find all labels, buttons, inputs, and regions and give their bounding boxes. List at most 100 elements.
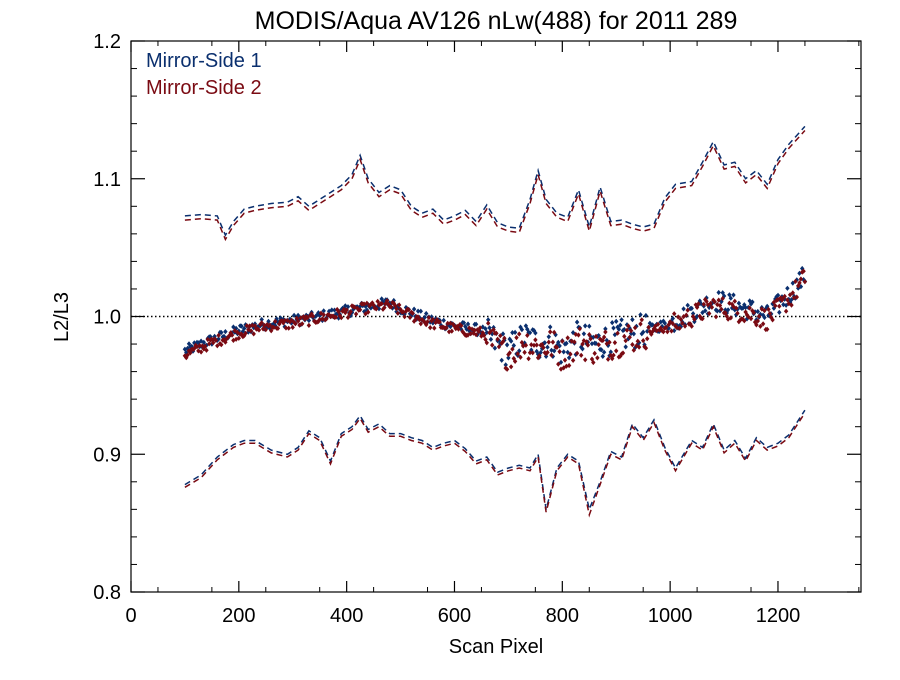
mirror-side-2-point [587, 332, 592, 338]
mirror-side-2-lower-line [184, 412, 806, 518]
mirror-side-2-point [211, 340, 216, 346]
mirror-side-2-point [724, 313, 729, 319]
mirror-side-2-point [231, 337, 236, 343]
mirror-side-1-point [429, 314, 434, 320]
mirror-side-1-point [630, 317, 635, 323]
mirror-side-2-point [531, 342, 537, 348]
mirror-side-2-point [549, 352, 554, 358]
mirror-side-2-point [410, 310, 415, 316]
mirror-side-2-point [632, 325, 638, 331]
mirror-side-2-point [711, 297, 716, 303]
mirror-side-2-point [789, 302, 794, 308]
mirror-side-2-point [596, 342, 601, 348]
mirror-side-1-point [681, 306, 686, 312]
mirror-side-2-point [517, 331, 522, 337]
mirror-side-2-point [649, 331, 654, 337]
mirror-side-1-point [690, 311, 696, 317]
mirror-side-2-point [607, 339, 612, 345]
mirror-side-1-point [618, 322, 623, 328]
mirror-side-1-point [192, 340, 197, 346]
mirror-side-2-point [488, 328, 494, 334]
mirror-side-2-point [529, 342, 534, 348]
mirror-side-2-point [719, 306, 724, 312]
mirror-side-2-point [623, 338, 628, 344]
mirror-side-2-point [250, 322, 255, 328]
mirror-side-1-point [508, 338, 514, 344]
mirror-side-2-point [481, 332, 487, 339]
mirror-side-2-point [646, 324, 651, 330]
mirror-side-2-point [401, 309, 406, 315]
mirror-side-1-point [631, 331, 636, 337]
mirror-side-1-point [492, 345, 498, 351]
mirror-side-2-point [279, 318, 285, 324]
mirror-side-2-point [297, 322, 302, 328]
mirror-side-2-point [692, 316, 697, 322]
mirror-side-2-point [614, 348, 619, 354]
mirror-side-1-point [473, 321, 479, 327]
mirror-side-1-point [233, 325, 239, 331]
mirror-side-2-point [778, 295, 783, 301]
mirror-side-2-point [756, 313, 762, 319]
mirror-side-1-point [628, 330, 634, 337]
mirror-side-2-point [496, 344, 502, 350]
mirror-side-1-point [703, 308, 708, 314]
mirror-side-1-point [604, 337, 609, 343]
mirror-side-1-point [259, 316, 264, 323]
mirror-side-2-point [608, 352, 613, 359]
mirror-side-2-point [331, 313, 336, 319]
mirror-side-2-point [677, 325, 682, 331]
mirror-side-2-point [732, 298, 737, 304]
mirror-side-1-point [564, 340, 569, 346]
mirror-side-1-point [376, 306, 382, 312]
mirror-side-2-point [468, 331, 473, 337]
mirror-side-2-point [704, 298, 709, 304]
mirror-side-2-point [251, 331, 256, 337]
mirror-side-1-point [573, 351, 578, 358]
mirror-side-2-point [786, 301, 791, 307]
mirror-side-2-point [522, 349, 527, 355]
mirror-side-2-point [324, 316, 329, 322]
mirror-side-2-point [626, 323, 631, 329]
mirror-side-2-point [273, 318, 278, 324]
mirror-side-2-point [654, 328, 659, 334]
mirror-side-2-point [765, 326, 770, 332]
mirror-side-2-point [239, 331, 244, 337]
mirror-side-1-point [616, 326, 622, 332]
mirror-side-2-point [527, 350, 533, 356]
mirror-side-1-point [486, 317, 491, 323]
mirror-side-2-point [676, 314, 681, 320]
mirror-side-2-point [511, 355, 516, 362]
mirror-side-1-point [755, 308, 760, 315]
mirror-side-2-point [560, 338, 565, 344]
mirror-side-2-point [573, 331, 578, 337]
mirror-side-2-point [366, 309, 371, 315]
mirror-side-2-point [347, 311, 352, 317]
mirror-side-2-point [546, 339, 551, 345]
mirror-side-2-point [717, 302, 723, 309]
mirror-side-1-point [743, 304, 748, 311]
mirror-side-1-point [448, 324, 453, 330]
mirror-side-2-point [678, 316, 684, 322]
mirror-side-1-point [189, 343, 194, 349]
mirror-side-2-point [345, 314, 351, 321]
mirror-side-2-point [302, 316, 308, 322]
mirror-side-2-point [728, 315, 733, 321]
mirror-side-1-point [742, 302, 747, 308]
mirror-side-1-point [645, 328, 650, 334]
mirror-side-1-point [623, 344, 628, 350]
mirror-side-1-point [441, 317, 446, 323]
mirror-side-2-point [264, 322, 270, 328]
mirror-side-2-point [267, 322, 272, 328]
mirror-side-2-point [794, 294, 799, 300]
mirror-side-2-point [475, 327, 480, 333]
mirror-side-2-point [411, 318, 417, 324]
mirror-side-1-point [736, 300, 742, 306]
x-tick-label: 800 [546, 605, 579, 627]
mirror-side-2-point [712, 299, 717, 305]
mirror-side-2-point [508, 364, 514, 370]
mirror-side-2-points [182, 268, 808, 372]
mirror-side-1-point [790, 280, 795, 286]
mirror-side-1-point [527, 330, 533, 336]
mirror-side-1-point [728, 295, 733, 301]
mirror-side-1-point [264, 324, 270, 330]
